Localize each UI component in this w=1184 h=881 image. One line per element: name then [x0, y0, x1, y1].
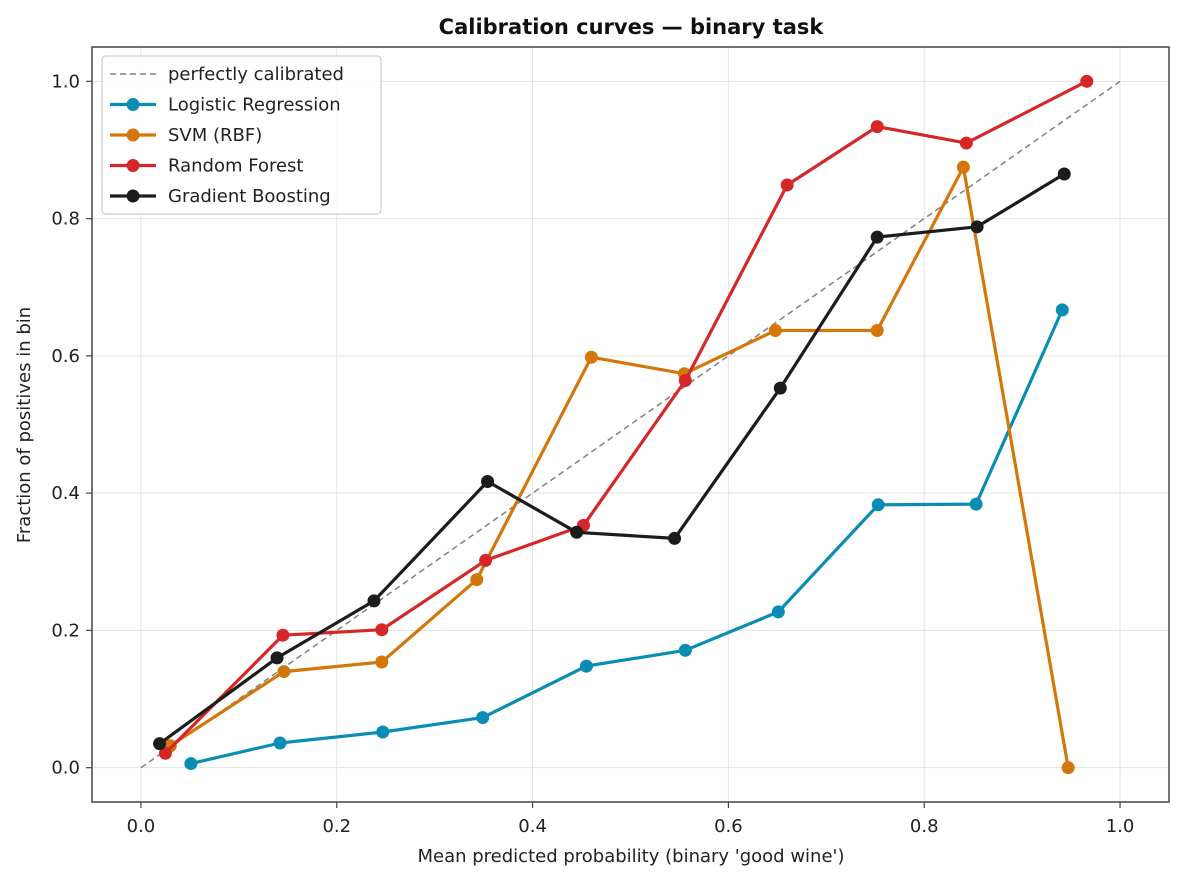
axis-ticks: 0.0 0.2 0.4 0.6 0.8 1.0 0.0 0.2 0.4 0.6 0.8 1.0 — [51, 71, 1134, 837]
legend-entry: SVM (RBF) — [110, 125, 262, 146]
data-point — [476, 711, 490, 725]
y-axis-label: Fraction of positives in bin — [14, 307, 35, 543]
x-tick-label: 0.2 — [322, 816, 351, 837]
data-point — [970, 220, 984, 234]
data-point — [584, 350, 598, 364]
legend: perfectly calibrated Logistic Regression S… — [101, 55, 382, 215]
x-tick-label: 0.6 — [714, 816, 743, 837]
data-point — [959, 136, 973, 150]
legend-label: Random Forest — [168, 156, 303, 177]
data-point — [375, 623, 389, 637]
data-point — [870, 120, 884, 134]
y-tick-label: 0.6 — [51, 346, 80, 367]
data-point — [481, 474, 495, 488]
legend-swatch-marker — [126, 189, 140, 203]
data-point — [375, 655, 389, 669]
y-tick-label: 1.0 — [51, 71, 80, 92]
x-axis-label: Mean predicted probability (binary 'good… — [417, 846, 844, 867]
data-point — [1057, 167, 1071, 181]
series-3 — [153, 167, 1071, 751]
data-point — [579, 659, 593, 673]
data-point — [668, 531, 682, 545]
series-line — [190, 309, 1064, 766]
chart-title: Calibration curves — binary task — [439, 15, 825, 39]
legend-label: SVM (RBF) — [168, 125, 262, 146]
series-line — [169, 165, 1070, 768]
legend-swatch-marker — [126, 128, 140, 142]
legend-entry: Random Forest — [110, 156, 303, 177]
data-point — [270, 651, 284, 665]
legend-box — [101, 55, 382, 215]
legend-label: Gradient Boosting — [168, 186, 331, 207]
data-point — [273, 736, 287, 750]
data-point — [570, 525, 584, 539]
data-point — [158, 746, 172, 760]
data-point — [470, 573, 484, 587]
series-group — [153, 74, 1094, 775]
data-point — [768, 323, 782, 337]
y-tick-label: 0.8 — [51, 209, 80, 230]
data-point — [956, 160, 970, 174]
legend-swatch-marker — [126, 98, 140, 111]
data-point — [678, 374, 692, 388]
data-point — [184, 757, 198, 771]
data-point — [773, 381, 787, 395]
data-point — [367, 594, 381, 608]
x-tick-label: 0.4 — [518, 816, 547, 837]
data-point — [277, 665, 291, 679]
series-line — [164, 79, 1088, 755]
legend-swatch-marker — [126, 159, 140, 172]
data-point — [1055, 303, 1069, 317]
data-point — [771, 605, 785, 619]
legend-entry: Logistic Regression — [110, 95, 341, 116]
y-tick-label: 0.0 — [51, 758, 80, 779]
x-tick-label: 1.0 — [1106, 816, 1135, 837]
legend-label: Logistic Regression — [168, 95, 341, 116]
data-point — [870, 230, 884, 244]
data-point — [1061, 761, 1075, 775]
plot-frame — [91, 46, 1170, 803]
data-point — [276, 628, 290, 642]
legend-label: perfectly calibrated — [168, 64, 344, 85]
data-point — [870, 323, 884, 337]
series-0 — [184, 303, 1069, 771]
legend-entry: Gradient Boosting — [110, 186, 331, 207]
data-point — [969, 497, 983, 511]
data-point — [376, 725, 390, 739]
x-tick-label: 0.0 — [127, 816, 156, 837]
legend-entry-reference: perfectly calibrated — [110, 64, 344, 85]
data-point — [678, 643, 692, 657]
data-point — [479, 553, 493, 567]
data-point — [1080, 74, 1094, 88]
series-line — [158, 172, 1066, 745]
data-point — [871, 498, 885, 512]
data-point — [153, 737, 167, 751]
data-point — [780, 178, 794, 192]
y-tick-label: 0.2 — [51, 620, 80, 641]
y-tick-label: 0.4 — [51, 483, 80, 504]
series-1 — [163, 160, 1075, 775]
x-tick-label: 0.8 — [910, 816, 939, 837]
